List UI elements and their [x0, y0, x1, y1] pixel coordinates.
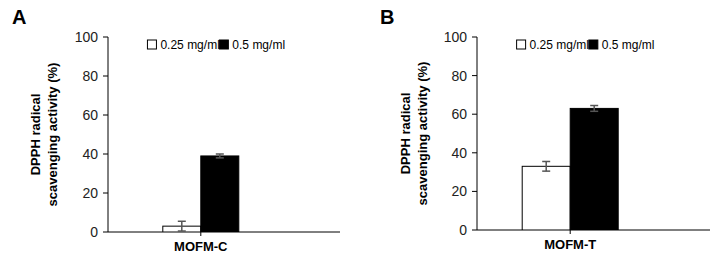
- panel: A DPPH radicalscavenging activity (%) 0 20 4…: [12, 6, 340, 254]
- error-cap: [590, 111, 598, 113]
- legend-swatch: [589, 40, 598, 49]
- error-cap: [542, 170, 550, 172]
- y-tick-label: 100: [444, 29, 468, 45]
- y-tick: [103, 115, 108, 116]
- y-axis: [477, 37, 478, 230]
- y-tick: [103, 76, 108, 77]
- legend: 0.25 mg/ml 0.5 mg/ml: [517, 38, 655, 52]
- legend: 0.25 mg/ml 0.5 mg/ml: [147, 38, 285, 52]
- error-cap: [542, 161, 550, 163]
- y-label-line: DPPH radical: [28, 94, 43, 176]
- y-tick-label: 0: [90, 224, 98, 240]
- error-cap: [178, 230, 186, 232]
- error-bar: [216, 154, 224, 158]
- y-tick-label: 20: [451, 183, 467, 199]
- y-tick: [472, 114, 477, 115]
- figure: ADPPH radicalscavenging activity (%)0204…: [0, 0, 717, 278]
- y-tick-label: 40: [82, 146, 98, 162]
- y-label: DPPH radicalscavenging activity (%): [28, 63, 60, 207]
- y-tick-label: 80: [451, 68, 467, 84]
- y-tick-label: 100: [75, 29, 99, 45]
- y-tick-label: 60: [451, 106, 467, 122]
- x-tick: [200, 232, 201, 236]
- y-tick: [103, 232, 108, 233]
- y-label-line: scavenging activity (%): [45, 63, 60, 207]
- legend-label: 0.5 mg/ml: [602, 38, 655, 52]
- error-bar: [178, 221, 186, 231]
- panel: B DPPH radicalscavenging activity (%) 0 20 4…: [380, 6, 710, 252]
- x-tick-label: MOFM-C: [174, 239, 228, 254]
- legend-swatch: [219, 40, 228, 49]
- y-tick: [472, 191, 477, 192]
- y-tick: [103, 193, 108, 194]
- legend-label: 0.25 mg/ml: [530, 38, 589, 52]
- error-bar: [590, 106, 598, 112]
- y-tick: [103, 37, 108, 38]
- error-cap: [590, 105, 598, 107]
- x-tick-label: MOFM-T: [544, 237, 596, 252]
- y-tick: [103, 154, 108, 155]
- y-tick-label: 80: [82, 68, 98, 84]
- bar: [522, 166, 570, 230]
- y-tick-label: 40: [451, 145, 467, 161]
- error-cap: [216, 153, 224, 155]
- bar: [570, 108, 618, 230]
- bars: [522, 106, 618, 230]
- error-bar: [542, 161, 550, 171]
- error-line: [545, 161, 547, 171]
- y-tick: [472, 37, 477, 38]
- legend-label: 0.25 mg/ml: [160, 38, 219, 52]
- error-cap: [216, 157, 224, 159]
- y-tick-label: 60: [82, 107, 98, 123]
- y-tick-label: 0: [459, 222, 467, 238]
- legend-swatch: [147, 40, 156, 49]
- y-tick-label: 20: [82, 185, 98, 201]
- y-tick: [472, 152, 477, 153]
- x-tick: [570, 230, 571, 234]
- panel-title: A: [12, 6, 26, 28]
- y-label-line: DPPH radical: [398, 93, 413, 175]
- y-label: DPPH radicalscavenging activity (%): [398, 62, 430, 206]
- bars: [163, 154, 239, 232]
- y-tick: [472, 230, 477, 231]
- error-line: [181, 221, 183, 231]
- panel-title: B: [380, 6, 394, 28]
- legend-swatch: [517, 40, 526, 49]
- error-cap: [178, 221, 186, 223]
- y-label-line: scavenging activity (%): [415, 62, 430, 206]
- legend-label: 0.5 mg/ml: [232, 38, 285, 52]
- bar: [201, 156, 239, 232]
- y-axis: [108, 37, 109, 232]
- y-tick: [472, 75, 477, 76]
- error-line: [593, 106, 595, 112]
